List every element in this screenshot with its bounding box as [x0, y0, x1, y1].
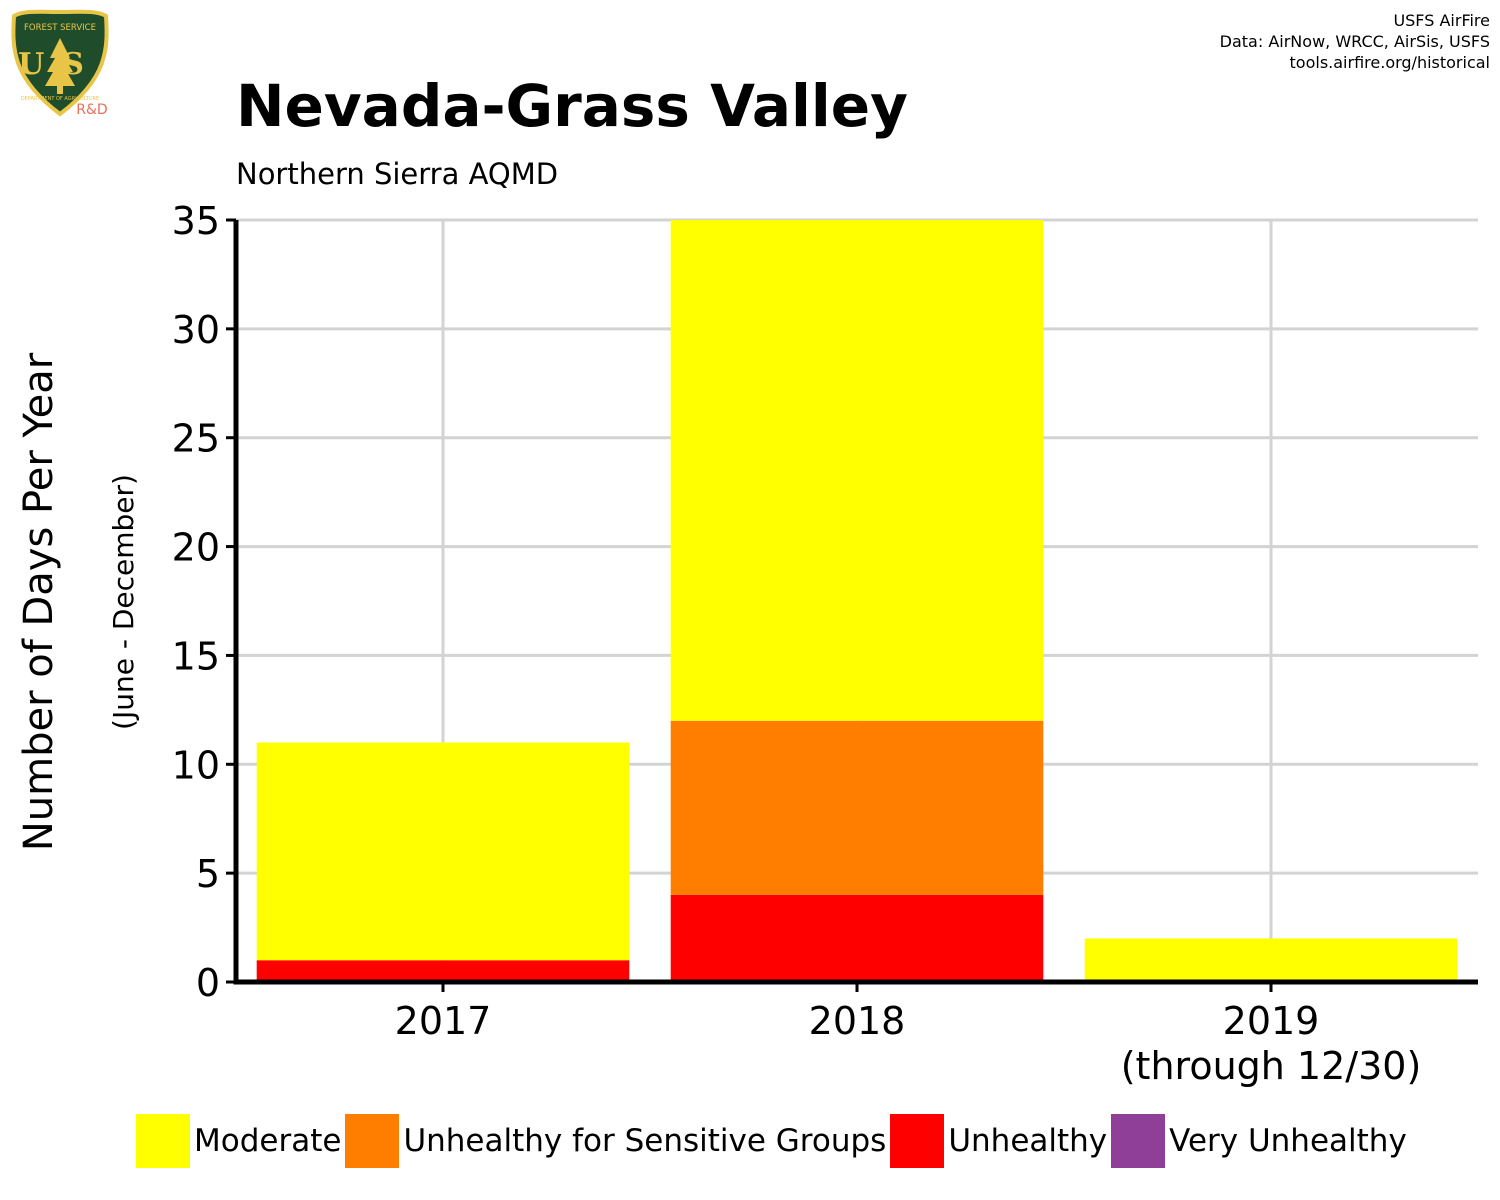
credits: USFS AirFire Data: AirNow, WRCC, AirSis,… [1220, 10, 1490, 73]
legend-label: Very Unhealthy [1169, 1123, 1407, 1159]
x-tick-label: 2017 [395, 999, 492, 1043]
legend-item-moderate: Moderate [136, 1114, 341, 1168]
legend-item-unhealthy: Unhealthy [890, 1114, 1107, 1168]
bar-segment-unhealthy [670, 894, 1044, 982]
credit-line: USFS AirFire [1393, 11, 1490, 30]
y-axis-label: Number of Days Per Year [16, 352, 62, 851]
bar-segment-moderate [1084, 938, 1458, 982]
y-axis-sublabel: (June - December) [107, 474, 140, 730]
y-tick-label: 30 [172, 308, 220, 352]
credit-line: tools.airfire.org/historical [1289, 53, 1490, 72]
usfs-logo: FOREST SERVICE US DEPARTMENT OF AGRICULT… [11, 9, 109, 118]
y-tick-label: 35 [172, 199, 220, 243]
axes: 0 5 10 15 20 25 30 35 2017 2018 2019(through 12/30… [172, 199, 1478, 1088]
tree-icon [45, 38, 75, 86]
bars [256, 220, 1458, 982]
y-tick-label: 20 [172, 526, 220, 570]
logo-top-text: FOREST SERVICE [24, 23, 96, 33]
bar-segment-moderate [670, 220, 1044, 721]
bar-segment-unhealthy-for-sensitive-groups [670, 720, 1044, 895]
legend-label: Moderate [194, 1123, 342, 1159]
legend-swatch [136, 1114, 190, 1168]
logo-bottom-text: DEPARTMENT OF AGRICULTURE [21, 96, 99, 102]
y-tick-label: 15 [172, 634, 220, 678]
chart-title: Nevada-Grass Valley [236, 72, 908, 140]
legend-swatch [890, 1114, 945, 1168]
legend-label: Unhealthy [948, 1123, 1108, 1159]
bar-segment-unhealthy [256, 960, 630, 982]
y-tick-label: 0 [196, 961, 220, 1005]
y-tick-label: 5 [196, 852, 220, 896]
legend-item-very-unhealthy: Very Unhealthy [1111, 1114, 1407, 1168]
chart-subtitle: Northern Sierra AQMD [236, 157, 559, 191]
y-tick-label: 25 [172, 417, 220, 461]
legend-swatch [1111, 1114, 1166, 1168]
x-tick-label: 2019 [1223, 999, 1320, 1043]
legend: Moderate Unhealthy for Sensitive Groups Un… [136, 1113, 1411, 1169]
legend-item-unhealthy-for-sensitive-groups: Unhealthy for Sensitive Groups [345, 1114, 886, 1168]
credit-line: Data: AirNow, WRCC, AirSis, USFS [1219, 32, 1490, 51]
x-tick-sublabel: (through 12/30) [1121, 1044, 1422, 1088]
legend-swatch [345, 1114, 400, 1168]
y-tick-label: 10 [172, 743, 220, 787]
logo-badge: R&D [76, 102, 107, 118]
x-tick-label: 2018 [809, 999, 906, 1043]
legend-label: Unhealthy for Sensitive Groups [403, 1123, 887, 1159]
bar-segment-moderate [256, 742, 630, 961]
